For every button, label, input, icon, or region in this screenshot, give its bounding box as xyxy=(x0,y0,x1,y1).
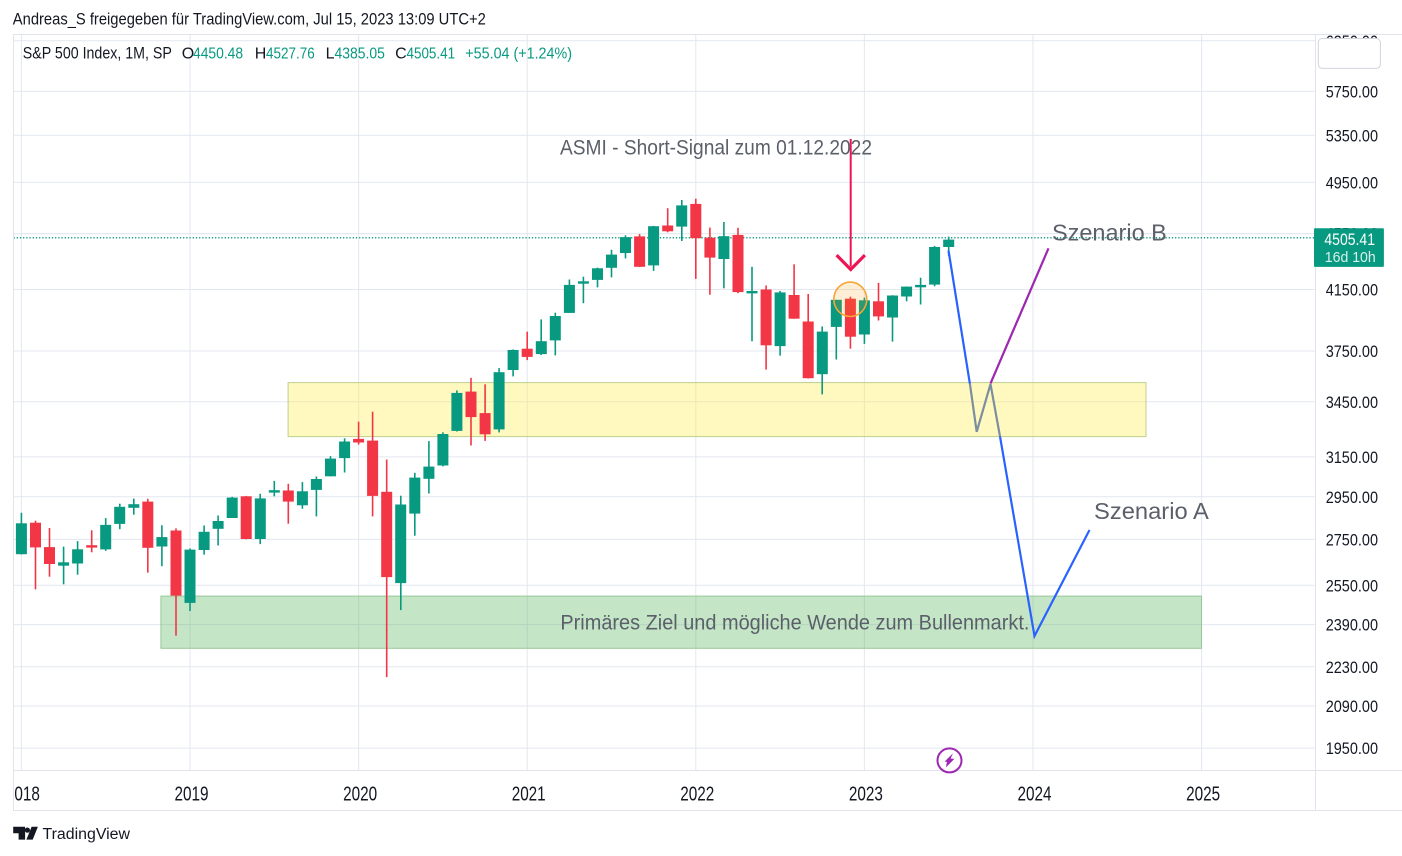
svg-text:3750.00: 3750.00 xyxy=(1326,342,1378,361)
svg-text:2090.00: 2090.00 xyxy=(1326,697,1378,716)
svg-text:4385.05: 4385.05 xyxy=(335,45,385,62)
svg-text:O: O xyxy=(182,45,194,62)
svg-text:5350.00: 5350.00 xyxy=(1326,126,1378,145)
svg-text:2019: 2019 xyxy=(175,784,209,806)
svg-text:Primäres Ziel und mögliche Wen: Primäres Ziel und mögliche Wende zum Bul… xyxy=(560,612,1029,635)
svg-text:4527.76: 4527.76 xyxy=(266,45,315,62)
svg-text:2022: 2022 xyxy=(680,784,714,806)
svg-text:+55.04 (+1.24%): +55.04 (+1.24%) xyxy=(465,45,572,62)
svg-text:2950.00: 2950.00 xyxy=(1326,488,1378,507)
svg-text:2020: 2020 xyxy=(343,784,377,806)
svg-text:2025: 2025 xyxy=(1186,784,1220,806)
svg-text:L: L xyxy=(326,45,335,62)
svg-text:C: C xyxy=(395,45,407,62)
svg-text:Szenario B: Szenario B xyxy=(1052,220,1167,246)
svg-text:1950.00: 1950.00 xyxy=(1326,739,1378,758)
svg-text:2018: 2018 xyxy=(6,784,40,806)
svg-text:Andreas_S freigegeben für Trad: Andreas_S freigegeben für TradingView.co… xyxy=(13,10,486,29)
svg-text:2021: 2021 xyxy=(512,784,546,806)
svg-text:2550.00: 2550.00 xyxy=(1326,576,1378,595)
svg-text:2230.00: 2230.00 xyxy=(1326,658,1378,677)
svg-text:3150.00: 3150.00 xyxy=(1326,448,1378,467)
svg-text:TradingView: TradingView xyxy=(43,826,131,843)
svg-text:16d 10h: 16d 10h xyxy=(1325,249,1376,266)
svg-text:4505.41: 4505.41 xyxy=(407,45,456,62)
svg-text:S&P 500 Index, 1M, SP: S&P 500 Index, 1M, SP xyxy=(23,43,172,62)
svg-text:2750.00: 2750.00 xyxy=(1326,531,1378,550)
svg-text:4950.00: 4950.00 xyxy=(1326,174,1378,193)
svg-text:2024: 2024 xyxy=(1018,784,1052,806)
svg-text:2023: 2023 xyxy=(849,784,883,806)
svg-text:3450.00: 3450.00 xyxy=(1326,393,1378,412)
svg-text:Szenario A: Szenario A xyxy=(1094,498,1209,524)
svg-text:4150.00: 4150.00 xyxy=(1326,281,1378,300)
svg-text:H: H xyxy=(255,45,267,62)
svg-text:5750.00: 5750.00 xyxy=(1326,83,1378,102)
svg-text:ASMI - Short-Signal zum 01.12.: ASMI - Short-Signal zum 01.12.2022 xyxy=(560,137,872,160)
svg-text:4505.41: 4505.41 xyxy=(1324,231,1375,249)
svg-text:2390.00: 2390.00 xyxy=(1326,616,1378,635)
svg-text:4450.48: 4450.48 xyxy=(193,45,243,62)
